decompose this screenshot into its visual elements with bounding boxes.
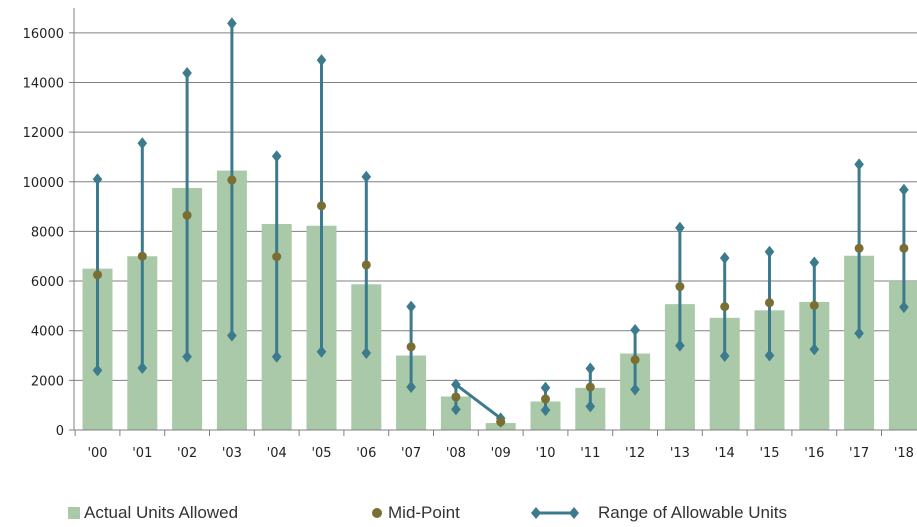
range-low-marker <box>316 345 327 358</box>
range-low-marker <box>227 329 237 342</box>
midpoint-dot <box>227 175 237 185</box>
x-tick-label: '08 <box>446 446 466 461</box>
midpoint-dot <box>182 210 192 220</box>
range-low-marker <box>809 343 820 356</box>
y-tick-label: 4000 <box>31 325 64 340</box>
legend-item-midpoint: Mid-Point <box>372 503 460 523</box>
range-low-marker <box>540 404 551 417</box>
midpoint-dot <box>809 300 819 310</box>
range-high-marker <box>361 170 372 183</box>
legend-label-range: Range of Allowable Units <box>598 503 788 522</box>
range-high-marker <box>92 173 103 186</box>
x-tick-label: '04 <box>267 446 287 461</box>
range-high-marker <box>406 300 416 313</box>
midpoint-dot <box>854 243 864 253</box>
range-low-marker <box>92 364 103 377</box>
x-tick-label: '03 <box>222 446 242 461</box>
midpoint-dot <box>765 298 774 308</box>
x-tick-label: '02 <box>177 446 197 461</box>
range-low-marker <box>451 403 461 416</box>
midpoint-dot <box>496 417 506 427</box>
y-tick-label: 12000 <box>23 126 64 141</box>
midpoint-dot <box>361 260 371 270</box>
legend-label-midpoint: Mid-Point <box>388 503 460 522</box>
range-low-marker <box>271 350 282 363</box>
bar-series <box>82 170 917 430</box>
range-high-marker <box>316 54 327 67</box>
range-low-marker <box>406 381 416 394</box>
midpoint-dot <box>317 201 326 211</box>
range-high-marker <box>675 221 685 234</box>
x-tick-label: '17 <box>849 446 869 461</box>
range-series <box>92 17 909 428</box>
x-tick-label: '05 <box>311 446 331 461</box>
range-high-marker <box>899 183 909 196</box>
range-high-marker <box>854 158 864 171</box>
x-tick-label: '18 <box>894 446 914 461</box>
range-high-marker <box>719 251 730 264</box>
y-tick-label: 0 <box>56 424 64 439</box>
range-low-marker <box>675 339 685 352</box>
range-high-marker <box>540 381 551 394</box>
range-high-marker <box>809 256 820 269</box>
x-tick-label: '07 <box>401 446 421 461</box>
x-tick-label: '10 <box>535 446 555 461</box>
midpoint-dot <box>137 251 147 261</box>
range-high-marker <box>182 67 192 80</box>
midpoint-dot <box>272 252 282 262</box>
midpoint-dot <box>630 355 640 365</box>
legend-label-actual: Actual Units Allowed <box>84 503 239 522</box>
midpoint-dot <box>93 270 102 280</box>
range-high-marker <box>585 362 596 375</box>
y-tick-label: 16000 <box>23 27 64 42</box>
range-low-marker <box>764 349 775 362</box>
x-tick-label: '13 <box>670 446 690 461</box>
legend-item-range: Range of Allowable Units <box>530 503 787 523</box>
legend-dot-swatch <box>372 508 382 518</box>
range-high-marker <box>764 245 775 258</box>
x-tick-label: '15 <box>759 446 779 461</box>
x-tick-label: '00 <box>87 446 107 461</box>
y-tick-label: 8000 <box>31 225 64 240</box>
legend-bar-swatch <box>68 507 80 519</box>
y-tick-label: 10000 <box>23 176 64 191</box>
x-tick-label: '09 <box>491 446 511 461</box>
range-high-marker <box>451 378 461 391</box>
y-tick-label: 6000 <box>31 275 64 290</box>
x-tick-label: '12 <box>625 446 645 461</box>
x-tick-label: '14 <box>715 446 735 461</box>
y-tick-label: 14000 <box>23 76 64 91</box>
x-tick-label: '06 <box>356 446 376 461</box>
midpoint-dot <box>451 392 461 402</box>
midpoint-dot <box>406 342 416 352</box>
legend: Actual Units Allowed Mid-Point Range of … <box>0 503 917 527</box>
x-tick-label: '01 <box>132 446 152 461</box>
range-low-marker <box>854 327 864 340</box>
midpoint-dot <box>899 243 909 253</box>
x-tick-label: '16 <box>804 446 824 461</box>
axes: 0 2000 4000 6000 8000 10000 12000 14000 16000 '00… <box>23 8 917 461</box>
midpoint-dot <box>541 394 550 404</box>
legend-item-actual: Actual Units Allowed <box>68 503 238 523</box>
range-low-marker <box>630 383 640 396</box>
range-high-marker <box>630 323 640 336</box>
range-high-marker <box>271 150 282 163</box>
x-tick-label: '11 <box>580 446 600 461</box>
range-low-marker <box>137 361 148 374</box>
midpoint-dot <box>720 302 730 312</box>
range-low-marker <box>361 347 372 360</box>
chart-svg: 0 2000 4000 6000 8000 10000 12000 14000 16000 '00… <box>23 8 917 461</box>
range-high-marker <box>137 137 148 150</box>
range-low-marker <box>585 400 596 413</box>
legend-range-swatch <box>531 507 579 519</box>
midpoint-dot <box>585 382 595 392</box>
range-high-marker <box>227 17 237 30</box>
y-tick-label: 2000 <box>31 374 64 389</box>
range-low-marker <box>719 350 730 363</box>
midpoint-dot <box>675 282 685 292</box>
range-low-marker <box>182 350 192 363</box>
range-connector <box>454 383 502 420</box>
range-low-marker <box>899 301 909 314</box>
gridlines <box>74 32 917 381</box>
